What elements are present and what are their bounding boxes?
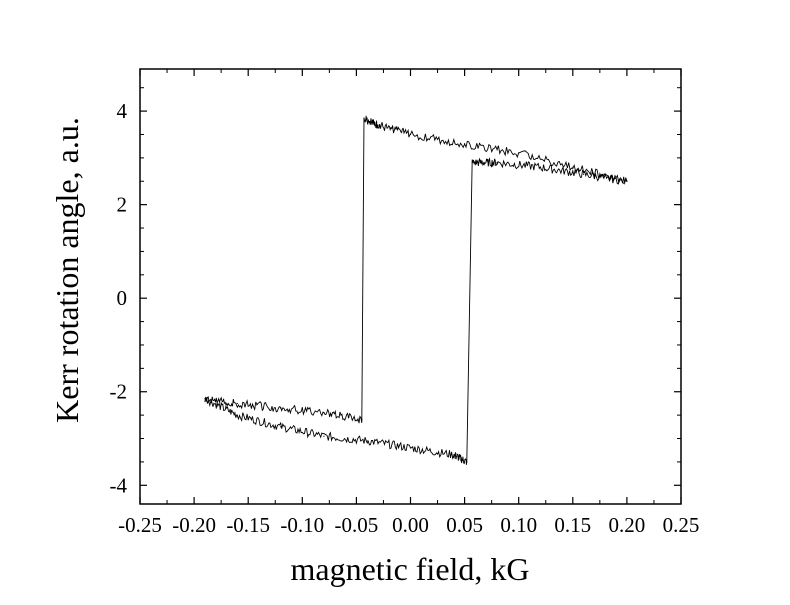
x-tick-label: -0.25 — [118, 513, 162, 537]
y-tick-label: -4 — [110, 473, 128, 497]
data-point — [583, 173, 585, 175]
data-point — [453, 454, 455, 456]
data-point — [409, 447, 412, 449]
data-point — [236, 402, 238, 405]
data-point — [377, 124, 379, 126]
y-tick-label: 0 — [117, 286, 128, 310]
x-axis-tick-labels: -0.25 -0.20 -0.15 -0.10 -0.05 0.00 0.05 0.10 0.1… — [118, 513, 699, 537]
data-point — [280, 407, 282, 409]
y-tick-label: 4 — [117, 99, 128, 123]
data-point — [366, 440, 368, 442]
x-tick-label: 0.15 — [554, 513, 591, 537]
x-tick-label: 0.10 — [500, 513, 537, 537]
data-point — [363, 117, 365, 119]
x-tick-label: -0.20 — [172, 513, 216, 537]
y-axis-tick-labels: -4 -2 0 2 4 — [110, 99, 128, 497]
x-tick-label: -0.10 — [280, 513, 324, 537]
data-point — [323, 412, 325, 414]
data-point — [539, 166, 541, 168]
x-tick-label: 0.05 — [446, 513, 483, 537]
data-point — [518, 152, 520, 154]
hysteresis-loop-line — [204, 115, 628, 465]
data-point — [572, 166, 574, 168]
data-point — [204, 398, 206, 400]
data-point — [466, 461, 468, 463]
x-tick-label: 0.25 — [663, 513, 700, 537]
x-tick-label: 0.00 — [392, 513, 429, 537]
y-axis-title: Kerr rotation angle, a.u. — [49, 117, 85, 423]
series-layer — [204, 115, 628, 465]
data-point — [409, 133, 412, 136]
data-point — [626, 180, 628, 182]
data-point — [496, 161, 498, 164]
y-axis-ticks — [140, 87, 681, 486]
data-point — [464, 143, 466, 145]
data-point — [471, 161, 473, 164]
data-point — [361, 419, 363, 421]
y-tick-label: -2 — [110, 380, 128, 404]
data-point — [323, 435, 325, 437]
x-tick-label: -0.15 — [226, 513, 270, 537]
x-axis-ticks — [139, 69, 682, 504]
data-point — [280, 426, 282, 428]
y-tick-label: 2 — [117, 193, 128, 217]
x-tick-label: 0.20 — [609, 513, 646, 537]
data-point — [236, 414, 238, 416]
x-tick-label: -0.05 — [335, 513, 379, 537]
x-axis-title: magnetic field, kG — [290, 551, 529, 587]
